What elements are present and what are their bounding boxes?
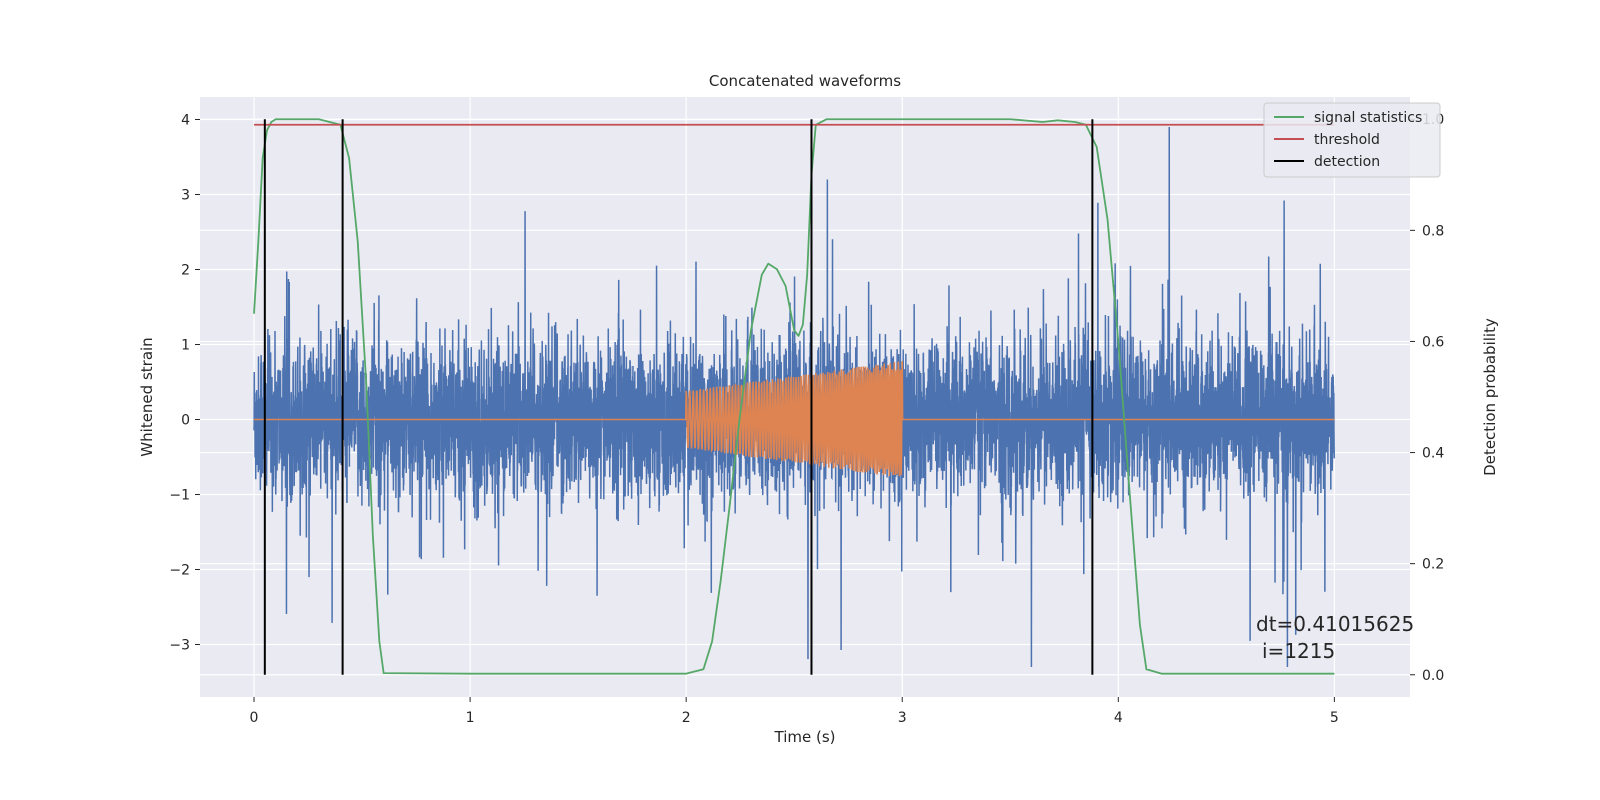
strain-series bbox=[253, 126, 1336, 668]
y-tick-label: 1 bbox=[181, 338, 190, 354]
legend-label: signal statistics bbox=[1314, 110, 1422, 126]
chart-title: Concatenated waveforms bbox=[709, 72, 901, 90]
y-tick-label: −3 bbox=[169, 638, 190, 654]
legend-label: threshold bbox=[1314, 132, 1380, 148]
y-tick-label: −2 bbox=[169, 563, 190, 579]
x-tick-label: 5 bbox=[1330, 710, 1339, 726]
x-tick-label: 2 bbox=[682, 710, 691, 726]
x-tick-label: 0 bbox=[250, 710, 259, 726]
whitened-strain-line bbox=[253, 126, 1336, 668]
y-axis-ticks: −3 −2 −1 0 1 2 3 4 bbox=[169, 113, 200, 654]
x-tick-label: 3 bbox=[898, 710, 907, 726]
right-y-tick-label: 0.0 bbox=[1422, 668, 1444, 684]
y-tick-label: 3 bbox=[181, 188, 190, 204]
probability-series bbox=[253, 118, 1335, 675]
injected-signal-line bbox=[254, 360, 1335, 477]
y-tick-label: 4 bbox=[181, 113, 190, 129]
x-tick-label: 4 bbox=[1114, 710, 1123, 726]
legend-box bbox=[1263, 102, 1441, 178]
right-y-tick-label: 0.2 bbox=[1422, 557, 1444, 573]
y-tick-label: 0 bbox=[181, 413, 190, 429]
injected-signal-series bbox=[254, 360, 1335, 477]
y-axis-label: Whitened strain bbox=[138, 337, 156, 456]
annotation-index: i=1215 bbox=[1262, 639, 1335, 663]
x-tick-label: 1 bbox=[466, 710, 475, 726]
x-axis-ticks: 0 1 2 3 4 5 bbox=[250, 697, 1339, 726]
legend: signal statistics threshold detection bbox=[1263, 102, 1441, 178]
y-tick-label: −1 bbox=[169, 488, 190, 504]
right-y-tick-label: 0.8 bbox=[1422, 223, 1444, 239]
right-y-tick-label: 0.4 bbox=[1422, 446, 1444, 462]
right-y-axis-label: Detection probability bbox=[1481, 318, 1499, 476]
right-y-tick-label: 0.6 bbox=[1422, 334, 1444, 350]
x-axis-label: Time (s) bbox=[774, 728, 836, 746]
annotation-dt: dt=0.41015625 bbox=[1256, 612, 1414, 636]
y-tick-label: 2 bbox=[181, 263, 190, 279]
legend-label: detection bbox=[1314, 154, 1380, 170]
